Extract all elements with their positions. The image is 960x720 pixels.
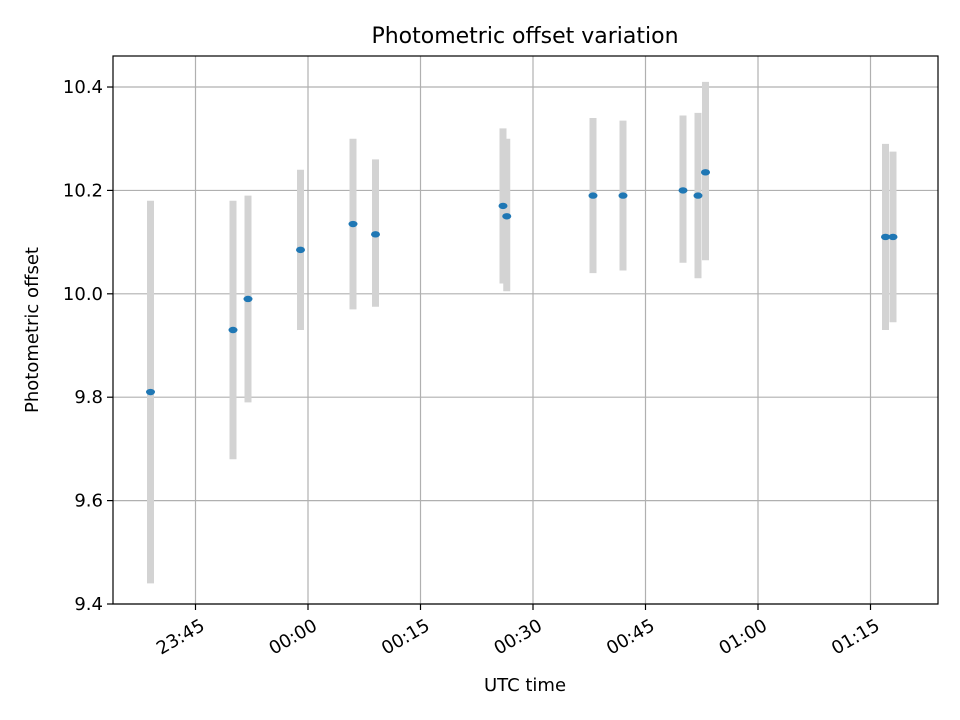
y-tick-label: 9.4: [74, 594, 103, 615]
data-point: [498, 202, 508, 210]
data-point: [588, 192, 598, 199]
data-point: [348, 220, 358, 228]
data-point: [618, 192, 628, 199]
chart-title: Photometric offset variation: [371, 24, 678, 49]
data-point: [296, 246, 305, 254]
data-point: [502, 213, 512, 220]
y-tick-label: 10.0: [63, 284, 103, 305]
y-axis: 9.4 9.6 9.8 10.0 10.2 10.4: [63, 77, 113, 615]
data-point: [243, 295, 253, 303]
data-point: [693, 192, 703, 199]
y-axis-label: Photometric offset: [22, 247, 43, 413]
y-tick-label: 10.2: [63, 180, 103, 201]
data-point: [371, 231, 380, 238]
y-tick-label: 9.6: [74, 491, 103, 512]
data-point: [888, 233, 898, 241]
data-point: [701, 169, 710, 176]
data-point: [678, 187, 688, 194]
y-tick-label: 9.8: [74, 387, 103, 408]
data-point: [228, 326, 238, 334]
y-tick-label: 10.4: [63, 77, 103, 98]
x-axis-label: UTC time: [484, 675, 566, 696]
data-point: [881, 233, 890, 241]
plot-frame: [112, 55, 939, 605]
data-markers: [146, 169, 898, 396]
data-point: [146, 388, 155, 396]
